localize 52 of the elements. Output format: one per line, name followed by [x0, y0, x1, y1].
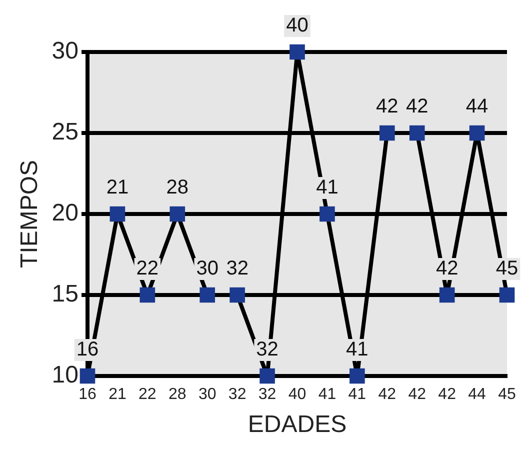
- point: [170, 206, 186, 222]
- y-tick-label: 10: [52, 362, 78, 389]
- y-tick-label: 30: [52, 38, 78, 65]
- y-tick-label: 20: [52, 200, 78, 227]
- point: [230, 287, 245, 303]
- x-tick-label: 44: [468, 386, 486, 404]
- x-tick-label: 42: [408, 386, 426, 404]
- annotation: 44: [466, 96, 488, 118]
- annotation: 30: [196, 258, 218, 280]
- point: [260, 368, 275, 384]
- y-tick-label: 25: [52, 118, 78, 146]
- point: [379, 125, 395, 141]
- x-tick-label: 21: [108, 386, 126, 404]
- annotation: 42: [376, 96, 398, 118]
- x-tick-label: 32: [258, 386, 276, 404]
- y-tick-label: 15: [52, 280, 78, 308]
- annotation: 22: [136, 258, 159, 280]
- x-tick-label: 42: [378, 386, 396, 404]
- x-axis-title: EDADES: [248, 411, 347, 438]
- annotation: 32: [256, 338, 278, 361]
- annotation: 21: [106, 176, 129, 199]
- x-tick-label: 42: [438, 386, 456, 404]
- point: [350, 368, 365, 384]
- x-tick-label: 41: [348, 386, 366, 404]
- annotation: 42: [436, 258, 458, 280]
- point: [110, 206, 126, 222]
- x-tick-label: 41: [318, 386, 336, 404]
- annotation: 45: [496, 258, 518, 280]
- annotation: 28: [166, 176, 189, 199]
- point: [469, 125, 485, 141]
- point: [499, 287, 515, 303]
- x-tick-label: 45: [498, 386, 516, 404]
- point: [409, 125, 425, 141]
- point: [439, 287, 455, 303]
- annotation: 41: [316, 176, 338, 199]
- x-tick-label: 16: [78, 386, 96, 404]
- point: [320, 206, 335, 222]
- point: [80, 368, 96, 384]
- annotation: 16: [76, 338, 99, 361]
- x-tick-label: 40: [288, 386, 306, 404]
- annotation: 41: [346, 338, 368, 361]
- x-tick-label: 32: [228, 386, 246, 404]
- annotation: 32: [226, 258, 248, 280]
- x-tick-label: 22: [138, 386, 156, 404]
- point: [200, 287, 216, 303]
- text: 40: [286, 14, 308, 37]
- x-tick-label: 28: [168, 386, 186, 404]
- point: [290, 44, 305, 60]
- y-axis-title: TIEMPOS: [16, 160, 44, 268]
- annotation: 42: [406, 96, 428, 118]
- point: [140, 287, 156, 303]
- x-tick-label: 30: [198, 386, 216, 404]
